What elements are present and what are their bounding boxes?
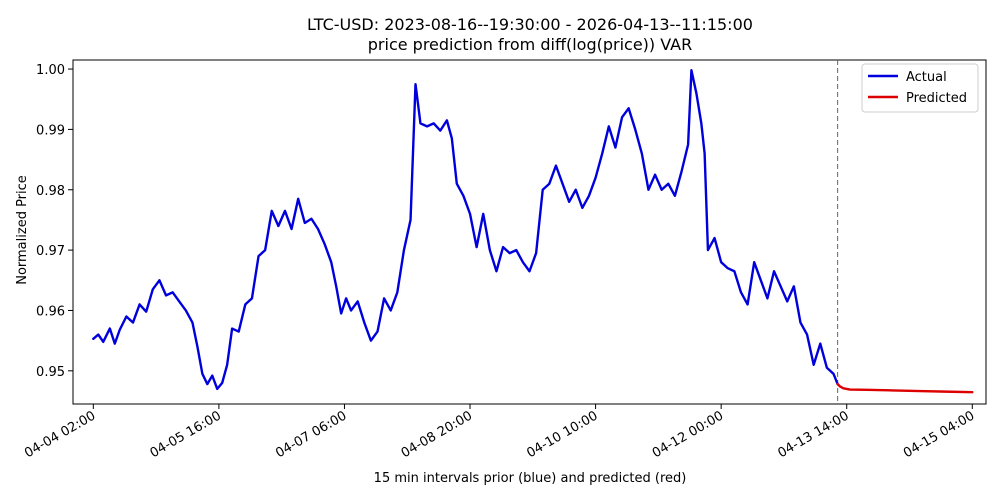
y-tick-label: 1.00 [36, 63, 65, 78]
y-axis-label: Normalized Price [15, 175, 30, 285]
legend-label-predicted: Predicted [906, 91, 967, 106]
y-tick-label: 0.97 [36, 244, 65, 259]
legend: Actual Predicted [861, 63, 979, 113]
x-axis-label: 15 min intervals prior (blue) and predic… [374, 471, 687, 486]
chart-title: LTC-USD: 2023-08-16--19:30:00 - 2026-04-… [307, 15, 753, 34]
series-line-predicted [836, 382, 974, 394]
chart-subtitle: price prediction from diff(log(price)) V… [368, 35, 692, 54]
y-tick-label: 0.99 [36, 123, 65, 138]
legend-label-actual: Actual [906, 70, 947, 85]
plot-area [72, 59, 987, 405]
y-tick-label: 0.96 [36, 304, 65, 319]
y-tick-label: 0.98 [36, 184, 65, 199]
y-tick-label: 0.95 [36, 365, 65, 380]
series-line-actual [92, 69, 839, 391]
y-axis: 0.95 0.96 0.97 0.98 0.99 1.00 [36, 63, 73, 380]
